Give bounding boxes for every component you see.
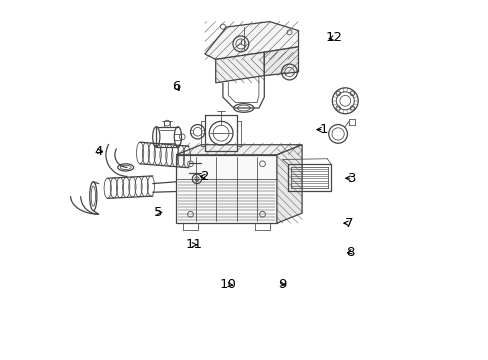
Bar [204, 22, 298, 59]
Text: 12: 12 [325, 31, 342, 44]
Text: 3: 3 [347, 172, 356, 185]
Bar [264, 52, 298, 76]
Text: 6: 6 [172, 80, 180, 93]
Polygon shape [204, 22, 298, 59]
Text: 2: 2 [200, 170, 209, 183]
Text: 10: 10 [220, 278, 236, 291]
Text: 8: 8 [346, 246, 354, 258]
Bar [215, 59, 264, 83]
Polygon shape [276, 145, 302, 223]
Text: 11: 11 [185, 238, 202, 251]
Polygon shape [264, 47, 298, 76]
Polygon shape [176, 145, 302, 155]
Text: 9: 9 [278, 278, 286, 291]
Bar [276, 145, 302, 223]
Bar [176, 143, 302, 155]
Text: 5: 5 [154, 206, 162, 219]
Text: 7: 7 [344, 217, 352, 230]
Polygon shape [176, 155, 276, 223]
Text: 4: 4 [94, 145, 102, 158]
Polygon shape [215, 52, 264, 83]
Text: 1: 1 [319, 123, 327, 136]
